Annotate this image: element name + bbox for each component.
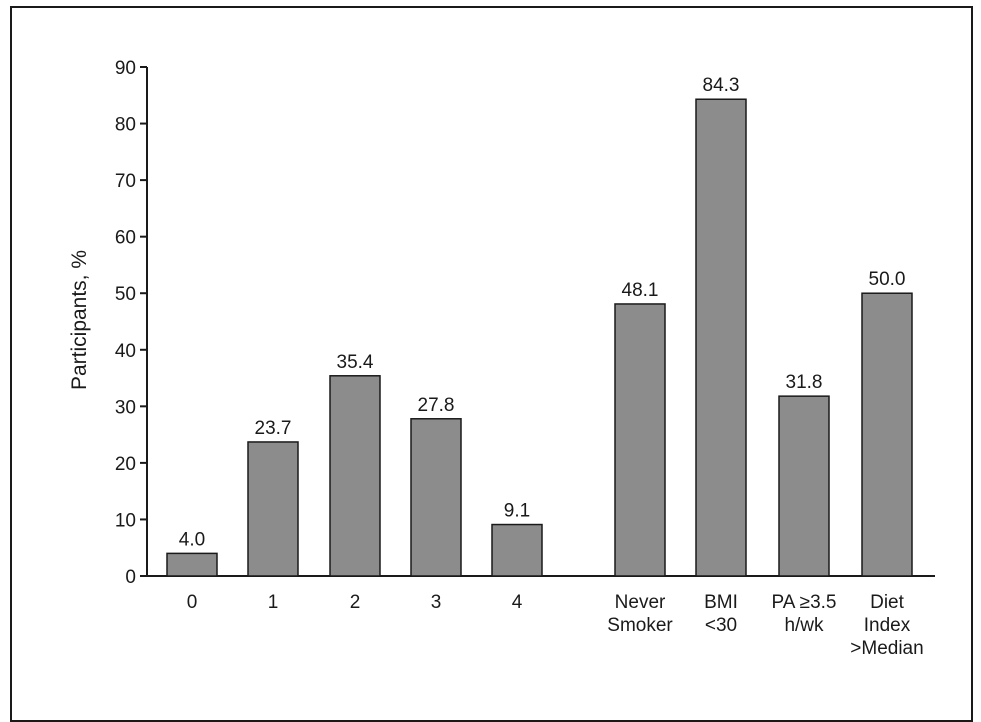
bars	[166, 98, 913, 577]
bar	[614, 303, 666, 577]
figure-frame	[10, 6, 973, 722]
data-label: 35.4	[337, 352, 374, 373]
x-tick-labels: 0 1 2 3 4 Never Smoker BMI <30 PA ≥3.5 h/wk Diet Ind…	[187, 592, 924, 659]
x-tick-label: Diet Index >Median	[850, 592, 923, 659]
value-labels: 4.0 23.7 35.4 27.8 9.1 48.1 84.3 31.8 50.0	[179, 75, 906, 550]
data-label: 50.0	[869, 269, 906, 290]
y-axis: 0 10 20 30 40 50 60 70 80 90	[115, 58, 148, 588]
y-tick-label: 10	[115, 510, 136, 531]
y-tick-label: 40	[115, 341, 136, 362]
bar	[247, 441, 299, 577]
y-tick-label: 60	[115, 228, 136, 249]
bar	[491, 523, 543, 577]
y-axis-label: Participants, %	[68, 250, 91, 390]
data-label: 48.1	[622, 280, 659, 301]
bar	[166, 552, 218, 577]
bar	[695, 98, 747, 577]
y-tick-label: 0	[125, 567, 136, 588]
y-tick-label: 30	[115, 397, 136, 418]
x-tick-label: BMI <30	[704, 592, 738, 636]
data-label: 4.0	[179, 529, 205, 550]
data-label: 27.8	[418, 395, 455, 416]
x-tick-label: 1	[268, 592, 279, 613]
x-tick-label: 3	[431, 592, 442, 613]
bar	[778, 395, 830, 577]
y-tick-label: 90	[115, 58, 136, 79]
data-label: 31.8	[786, 372, 823, 393]
x-tick-label: 0	[187, 592, 198, 613]
bar	[329, 375, 381, 577]
y-tick-label: 70	[115, 171, 136, 192]
data-label: 23.7	[255, 418, 292, 439]
y-tick-label: 80	[115, 115, 136, 136]
y-tick-label: 50	[115, 284, 136, 305]
x-tick-label: Never Smoker	[607, 592, 673, 636]
data-label: 9.1	[504, 501, 530, 522]
x-tick-label: PA ≥3.5 h/wk	[771, 592, 836, 636]
y-tick-label: 20	[115, 454, 136, 475]
bar	[410, 418, 462, 577]
data-label: 84.3	[703, 75, 740, 96]
x-tick-label: 2	[350, 592, 361, 613]
bar	[861, 292, 913, 577]
x-tick-label: 4	[512, 592, 523, 613]
